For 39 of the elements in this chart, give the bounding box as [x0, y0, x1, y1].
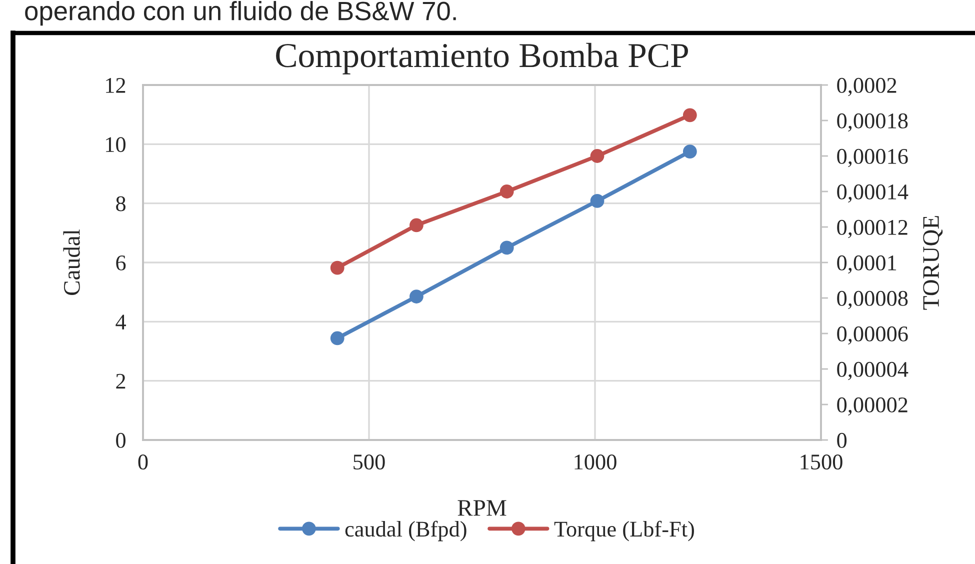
point: [500, 184, 514, 198]
y2-tick-label: 0,00012: [837, 220, 908, 238]
point: [682, 108, 697, 122]
point: [410, 290, 424, 304]
point: [590, 194, 604, 208]
y-tick-label: 0: [116, 432, 126, 448]
y-tick-label: 8: [116, 196, 126, 212]
x-tick-label: 1000: [574, 454, 616, 470]
y2-tick-label: 0,00008: [837, 290, 908, 310]
chart-title: Comportamiento Bomba PCP: [276, 42, 688, 74]
x-tick-label: 500: [354, 454, 385, 470]
legend-label: caudal (Bfpd): [345, 520, 466, 542]
y2-tick-label: 0,00006: [837, 326, 908, 345]
point: [330, 260, 344, 275]
y-tick-label: 4: [116, 314, 126, 330]
point: [682, 144, 697, 159]
y2-tick-label: 0,00016: [837, 148, 908, 168]
y-tick-label: 2: [116, 374, 126, 389]
y2-axis-title: TORUQE: [923, 216, 943, 310]
x-tick-label: 1500: [800, 454, 842, 470]
y-tick-label: 10: [106, 137, 126, 152]
y-axis-title: Caudal: [63, 230, 80, 295]
legend-label: Torque (Lbf-Ft): [554, 520, 694, 542]
point: [500, 240, 514, 255]
y2-tick-label: 0,00004: [837, 362, 908, 380]
y2-tick-label: 0,00014: [837, 184, 908, 203]
point: [330, 331, 344, 346]
y-tick-label: 6: [116, 255, 126, 270]
x-axis-title: RPM: [458, 500, 506, 516]
y2-tick-label: 0,00018: [837, 113, 908, 132]
y-tick-label: 12: [106, 78, 126, 93]
y2-tick-label: 0,0002: [837, 78, 896, 96]
x-tick-label: 0: [138, 454, 148, 470]
y2-tick-label: 0: [837, 432, 847, 448]
point: [590, 149, 604, 163]
y2-tick-label: 0,00002: [837, 397, 908, 416]
y2-tick-label: 0,0001: [837, 255, 896, 274]
point: [410, 218, 424, 232]
text: operando con un fluido de BS&W 70.: [25, 1, 456, 26]
